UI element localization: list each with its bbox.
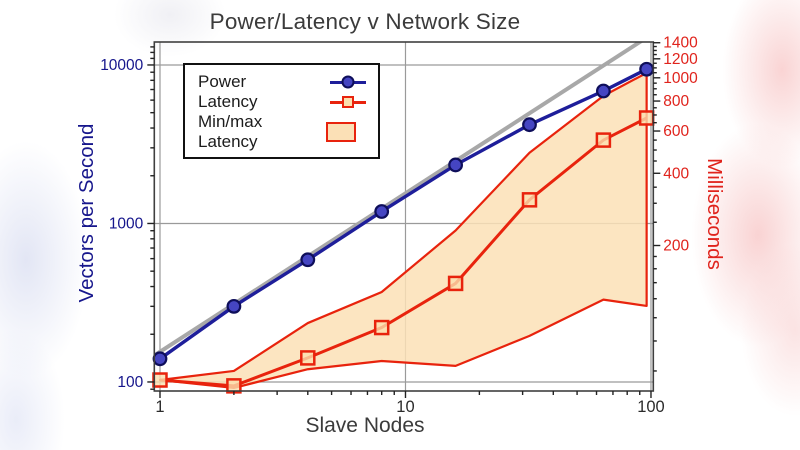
chart-title: Power/Latency v Network Size <box>209 9 521 34</box>
power-line-swatch <box>330 74 366 90</box>
y-right-tick-label: 600 <box>663 123 689 140</box>
x-tick-label: 100 <box>637 398 665 416</box>
minmax-band <box>158 71 648 389</box>
y-axis-right-label: Milliseconds <box>703 158 726 270</box>
latency-point <box>152 372 168 388</box>
x-tick-label: 10 <box>396 398 414 416</box>
y-right-tick-label: 200 <box>663 238 689 255</box>
power-point <box>152 351 168 367</box>
legend-label-minmax: Min/max Latency <box>198 112 263 151</box>
x-tick-labels: 1 10 100 <box>155 398 664 416</box>
latency-line-swatch <box>330 94 366 110</box>
y-right-tick-label: 1400 <box>663 35 698 52</box>
x-axis-label: Slave Nodes <box>305 414 425 437</box>
power-point <box>300 252 316 268</box>
latency-line <box>159 116 648 388</box>
legend-label-power: Power <box>198 72 247 91</box>
legend-item-latency: Latency <box>198 92 366 112</box>
y-axis-left-label: Vectors per Second <box>75 123 98 303</box>
y-right-tick-label: 400 <box>663 165 689 182</box>
power-point <box>226 298 242 314</box>
latency-point <box>595 132 612 148</box>
legend-item-minmax: Min/max Latency <box>198 112 366 152</box>
x-tick-label: 1 <box>155 398 164 416</box>
latency-point <box>447 275 464 292</box>
axis-ticks <box>147 42 661 398</box>
y-right-tick-label: 800 <box>663 93 689 110</box>
power-point <box>639 61 655 77</box>
power-point <box>595 83 611 99</box>
latency-point <box>300 350 316 366</box>
legend-item-power: Power <box>198 72 366 92</box>
plot-frame <box>153 41 655 392</box>
power-point <box>522 117 537 133</box>
power-marker-icon <box>341 75 355 89</box>
power-line <box>159 67 648 361</box>
y-left-tick-label: 100 <box>117 374 143 391</box>
power-point <box>448 157 463 173</box>
y-right-tick-label: 1000 <box>663 70 698 87</box>
y-right-tick-label: 1200 <box>663 51 698 68</box>
latency-point <box>638 110 655 126</box>
minmax-band-swatch <box>326 122 356 142</box>
legend: Power Latency Min/max Latency <box>183 63 380 159</box>
latency-point <box>373 319 390 336</box>
y-left-tick-label: 10000 <box>100 57 143 74</box>
y-left-tick-label: 1000 <box>109 215 144 232</box>
power-point <box>374 204 390 219</box>
latency-marker-icon <box>342 96 354 108</box>
legend-label-latency: Latency <box>198 92 258 111</box>
power-points <box>152 61 655 367</box>
latency-points <box>152 110 655 394</box>
latency-point <box>521 192 538 208</box>
y-left-tick-labels: 100 1000 10000 <box>100 57 143 391</box>
